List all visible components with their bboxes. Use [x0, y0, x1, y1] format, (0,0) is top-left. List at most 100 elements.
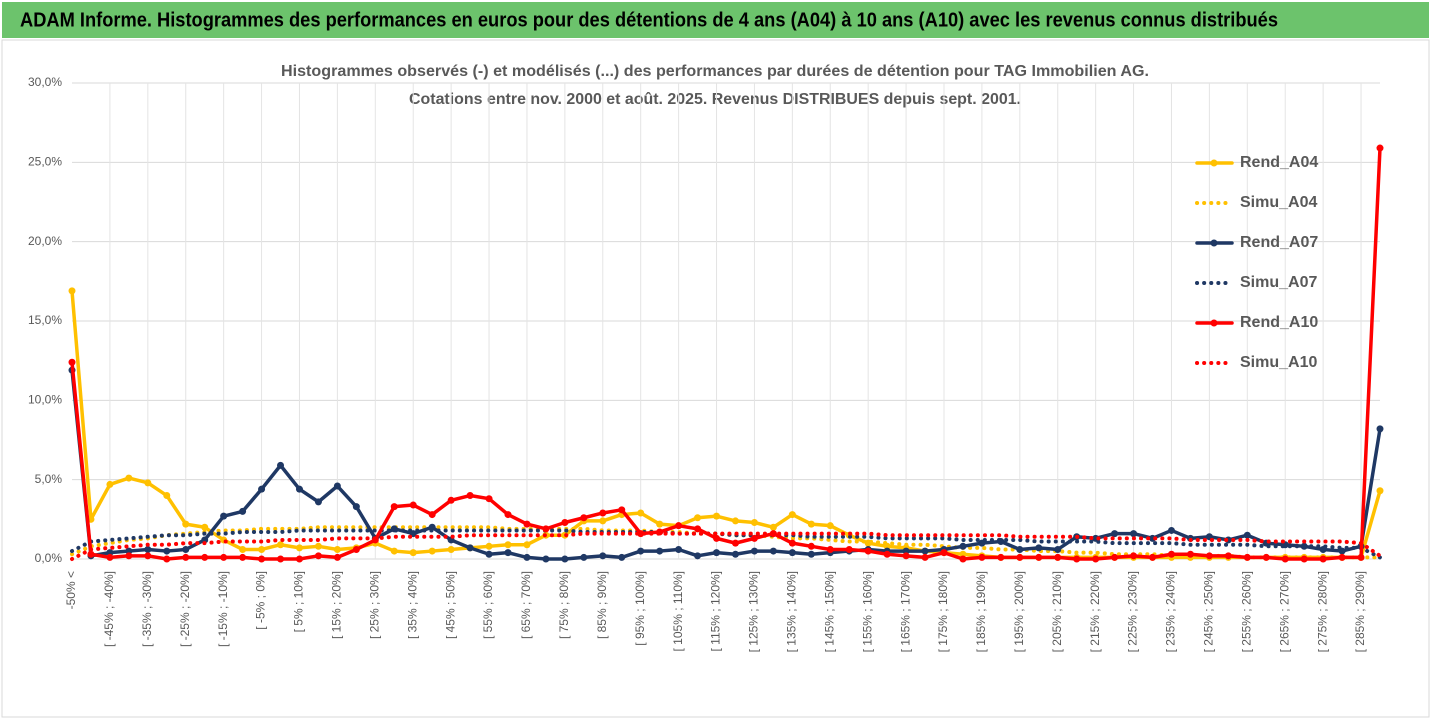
y-tick-label: 30,0%: [28, 75, 62, 89]
x-tick-label: [ 185% ; 190%]: [974, 571, 988, 652]
point-marker: [807, 550, 815, 558]
point-marker: [1224, 552, 1232, 560]
point-marker: [1357, 553, 1365, 561]
point-marker: [466, 544, 474, 552]
point-marker: [1035, 553, 1043, 561]
point-marker: [182, 553, 190, 561]
point-marker: [694, 525, 702, 533]
point-marker: [333, 545, 341, 553]
legend-label: Simu_A10: [1240, 354, 1317, 371]
point-marker: [845, 545, 853, 553]
x-tick-label: [ -15% ; -10%]: [216, 571, 230, 647]
x-tick-label: [ 85% ; 90%]: [595, 571, 609, 639]
point-marker: [902, 552, 910, 560]
point-marker: [1319, 555, 1327, 563]
point-marker: [1167, 550, 1175, 558]
point-marker: [1376, 144, 1384, 152]
point-marker: [1243, 553, 1251, 561]
point-marker: [1054, 553, 1062, 561]
x-tick-label: [ 45% ; 50%]: [443, 571, 457, 639]
point-marker: [144, 479, 152, 487]
point-marker: [769, 523, 777, 531]
point-marker: [750, 519, 758, 527]
x-tick-label: [ 55% ; 60%]: [481, 571, 495, 639]
point-marker: [1111, 530, 1119, 538]
x-tick-label: [ 215% ; 220%]: [1088, 571, 1102, 652]
banner: [2, 2, 1429, 38]
point-marker: [485, 550, 493, 558]
point-marker: [561, 519, 569, 527]
point-marker: [220, 512, 228, 520]
point-marker: [144, 552, 152, 560]
point-marker: [239, 545, 247, 553]
point-marker: [940, 549, 948, 557]
point-marker: [788, 511, 796, 519]
point-marker: [409, 501, 417, 509]
y-tick-label: 25,0%: [28, 155, 62, 169]
point-marker: [163, 555, 171, 563]
x-tick-label: [ -25% ; -20%]: [178, 571, 192, 647]
point-marker: [675, 522, 683, 530]
point-marker: [1035, 544, 1043, 552]
banner-title: ADAM Informe. Histogrammes des performan…: [20, 9, 1278, 31]
point-marker: [1054, 545, 1062, 553]
point-marker: [466, 492, 474, 500]
point-marker: [352, 545, 360, 553]
point-marker: [258, 555, 266, 563]
point-marker: [788, 539, 796, 547]
point-marker: [314, 542, 322, 550]
x-tick-label: [ 135% ; 140%]: [785, 571, 799, 652]
point-marker: [826, 545, 834, 553]
point-marker: [428, 511, 436, 519]
y-tick-label: 15,0%: [28, 313, 62, 327]
point-marker: [1262, 553, 1270, 561]
x-tick-label: [ 75% ; 80%]: [557, 571, 571, 639]
x-tick-label: [ 65% ; 70%]: [519, 571, 533, 639]
point-marker: [826, 522, 834, 530]
x-tick-label: [ -5% ; 0%]: [254, 571, 268, 630]
point-marker: [1338, 553, 1346, 561]
point-marker: [239, 553, 247, 561]
point-marker: [485, 495, 493, 503]
point-marker: [997, 553, 1005, 561]
x-tick-label: [ 245% ; 250%]: [1202, 571, 1216, 652]
point-marker: [182, 545, 190, 553]
point-marker: [504, 549, 512, 557]
point-marker: [542, 525, 550, 533]
point-marker: [68, 358, 76, 366]
x-tick-label: [ -35% ; -30%]: [140, 571, 154, 647]
point-marker: [523, 553, 531, 561]
x-tick-label: [ 285% ; 290%]: [1353, 571, 1367, 652]
point-marker: [1376, 425, 1384, 433]
point-marker: [163, 547, 171, 555]
point-marker: [1281, 555, 1289, 563]
point-marker: [523, 520, 531, 528]
point-marker: [333, 553, 341, 561]
y-tick-label: 20,0%: [28, 234, 62, 248]
point-marker: [258, 485, 266, 493]
point-marker: [201, 553, 209, 561]
point-marker: [106, 480, 114, 488]
point-marker: [182, 520, 190, 528]
point-marker: [352, 503, 360, 511]
legend-label: Simu_A04: [1240, 194, 1317, 211]
x-tick-label: [ 95% ; 100%]: [633, 571, 647, 646]
point-marker: [1016, 553, 1024, 561]
point-marker: [959, 542, 967, 550]
point-marker: [883, 550, 891, 558]
point-marker: [978, 553, 986, 561]
point-marker: [694, 514, 702, 522]
x-tick-label: [ 165% ; 170%]: [898, 571, 912, 652]
point-marker: [163, 492, 171, 500]
point-marker: [599, 552, 607, 560]
point-marker: [295, 555, 303, 563]
point-marker: [637, 547, 645, 555]
point-marker: [390, 547, 398, 555]
legend-marker: [1210, 159, 1218, 167]
series-line: [70, 528, 1382, 560]
x-tick-label: [ 175% ; 180%]: [936, 571, 950, 652]
point-marker: [1205, 552, 1213, 560]
point-marker: [618, 553, 626, 561]
point-marker: [750, 534, 758, 542]
